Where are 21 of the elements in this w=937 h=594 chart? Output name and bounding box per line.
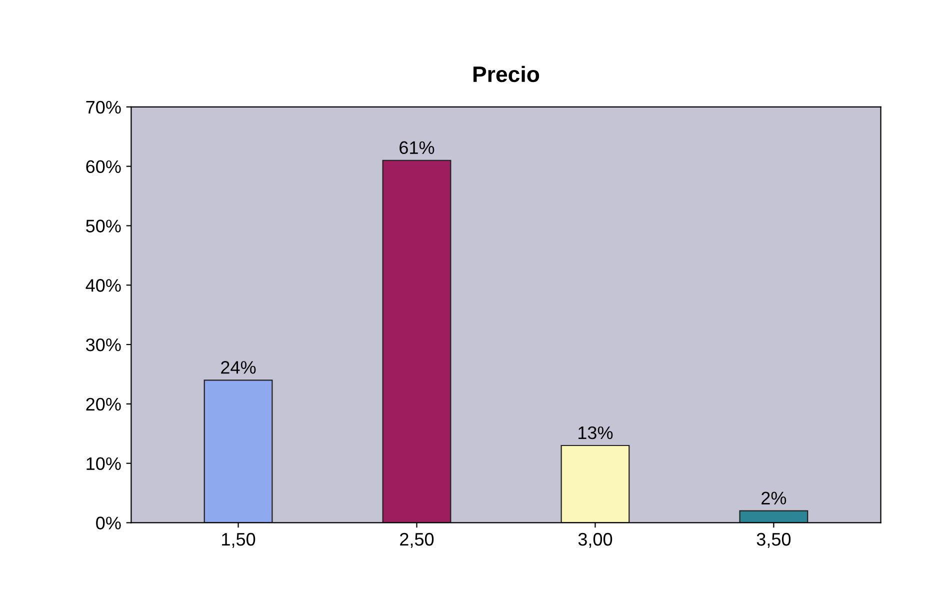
x-tick-label: 3,00 [578,532,612,548]
bar [382,160,452,523]
data-label: 24% [221,361,256,374]
y-tick-label: 10% [86,457,121,470]
x-tick-label: 1,50 [222,532,256,548]
data-label: 61% [400,141,434,154]
y-tick-label: 30% [86,338,121,352]
bar [204,380,273,523]
y-tick-label: 20% [86,398,121,411]
y-tick-label: 60% [86,160,121,174]
y-tick-label: 40% [86,279,121,292]
data-label: 13% [578,426,613,440]
y-tick-label: 70% [86,100,121,114]
chart-title: Precio [474,66,540,82]
data-label: 2% [762,492,786,504]
x-tick-label: 2,50 [400,532,434,548]
bar [739,510,808,523]
bar [560,444,630,523]
y-tick-label: 50% [86,220,121,232]
x-tick-label: 3,50 [756,532,791,548]
y-tick-label: 0% [96,516,121,530]
